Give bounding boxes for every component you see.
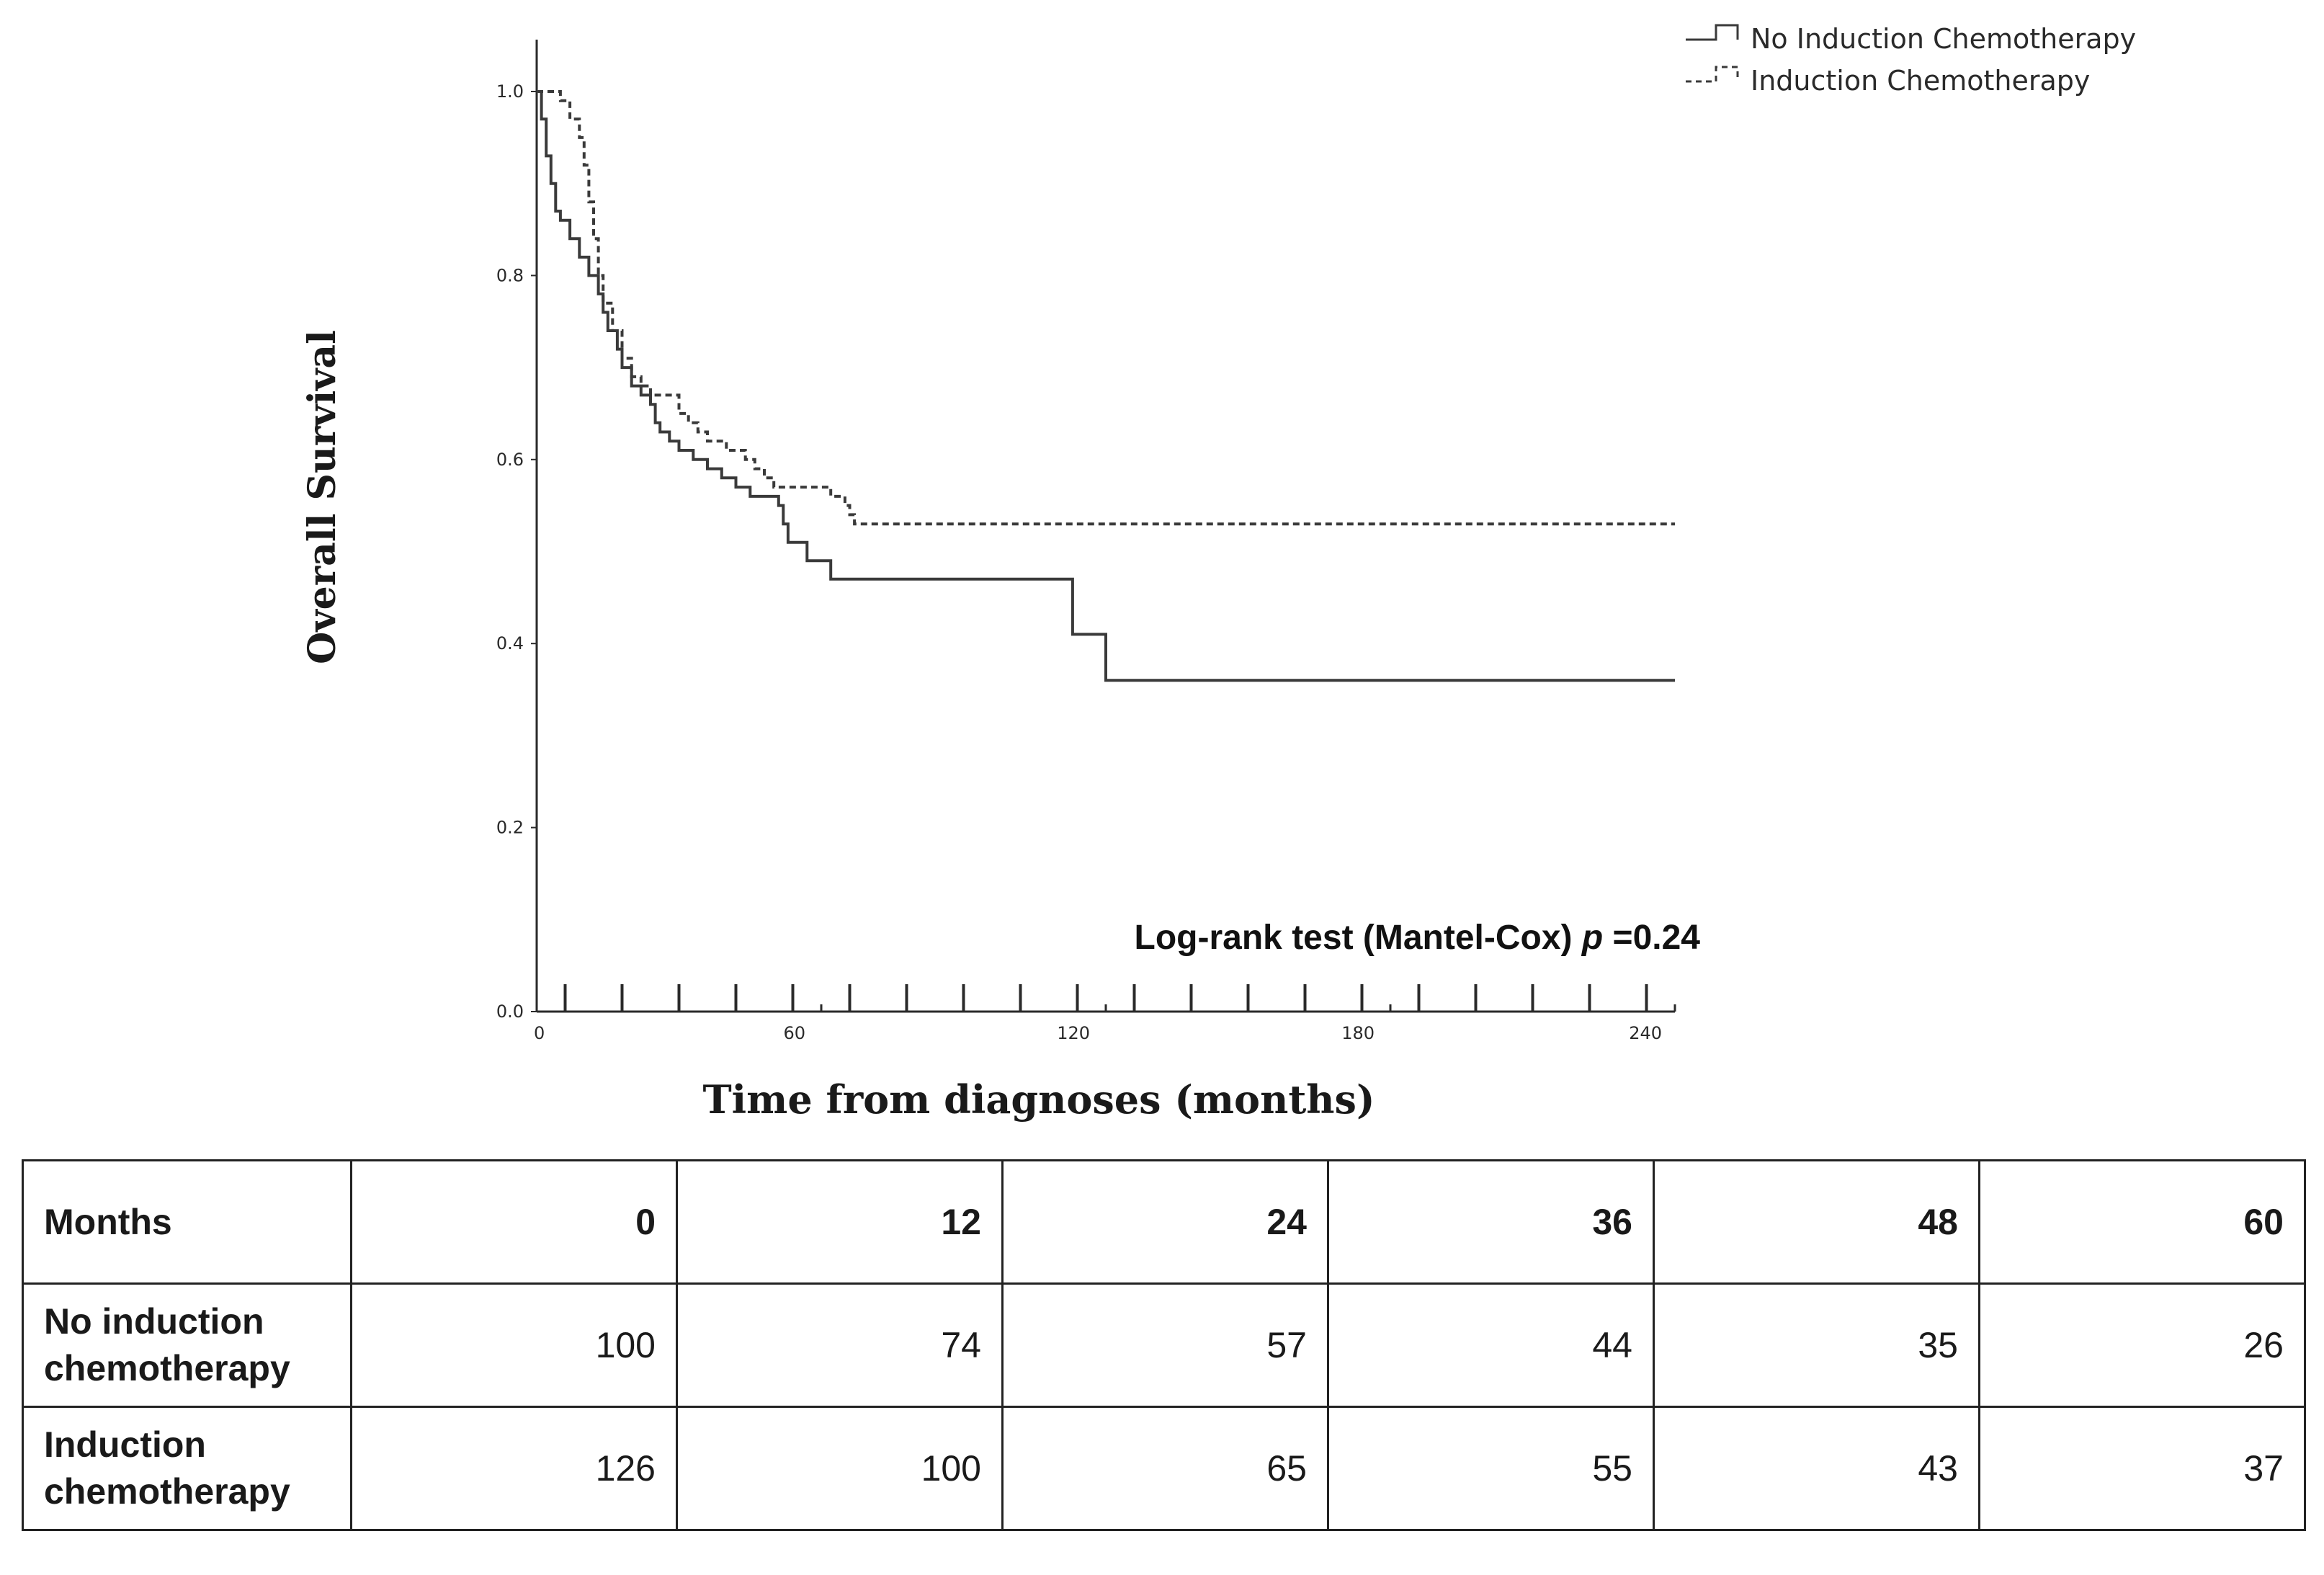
count-cell: 100 xyxy=(350,1282,678,1408)
count-cell: 35 xyxy=(1653,1282,1980,1408)
plot-area xyxy=(537,90,1675,682)
table-header-row: Months 0 12 24 36 48 60 xyxy=(22,1159,2306,1285)
count-cell: 48 xyxy=(1653,1159,1980,1285)
y-tick-label: 0.0 xyxy=(496,1001,524,1022)
x-tick-label: 60 xyxy=(783,1023,805,1043)
count-cell: 0 xyxy=(350,1159,678,1285)
x-tick-label: 240 xyxy=(1629,1023,1662,1043)
x-axis-label: Time from diagnoses (months) xyxy=(702,1076,1375,1123)
x-tick-label: 180 xyxy=(1341,1023,1375,1043)
count-cell: 37 xyxy=(1978,1406,2306,1531)
count-cell: 100 xyxy=(676,1406,1004,1531)
legend-label-induction: Induction Chemotherapy xyxy=(1751,65,2090,97)
count-cell: 43 xyxy=(1653,1406,1980,1531)
count-cell: 57 xyxy=(1001,1282,1329,1408)
y-tick-label: 0.2 xyxy=(496,818,524,838)
count-cell: 26 xyxy=(1978,1282,2306,1408)
count-cell: 74 xyxy=(676,1282,1004,1408)
count-cell: 55 xyxy=(1327,1406,1655,1531)
x-tick-label: 120 xyxy=(1057,1023,1090,1043)
y-tick-label: 1.0 xyxy=(496,81,524,102)
count-cell: 36 xyxy=(1327,1159,1655,1285)
count-cell: 24 xyxy=(1001,1159,1329,1285)
annotation-text: Log-rank test (Mantel-Cox) xyxy=(1135,919,1582,957)
legend-label-no-induction: No Induction Chemotherapy xyxy=(1751,23,2136,55)
y-tick-label: 0.6 xyxy=(496,450,524,470)
row-header-cell: Induction chemotherapy xyxy=(22,1406,352,1531)
y-axis-label: Overall Survival xyxy=(300,330,344,664)
legend-swatch-induction xyxy=(1686,66,1739,83)
y-tick-label: 0.8 xyxy=(496,265,524,285)
series-line-induction xyxy=(537,90,1675,526)
series-line-no-induction xyxy=(537,90,1675,682)
count-cell: 65 xyxy=(1001,1406,1329,1531)
table-row-no-induction: No induction chemotherapy 100 74 57 44 35 26 xyxy=(22,1282,2306,1408)
count-cell: 60 xyxy=(1978,1159,2306,1285)
y-tick-label: 0.4 xyxy=(496,633,524,653)
annotation-p-value: =0.24 xyxy=(1603,919,1700,957)
legend-swatch-no-induction xyxy=(1686,24,1739,41)
row-header-cell: Months xyxy=(22,1159,352,1285)
count-cell: 44 xyxy=(1327,1282,1655,1408)
count-cell: 12 xyxy=(676,1159,1004,1285)
chart-axes: 0.0 0.2 0.4 0.6 0.8 1.0 0 60 120 180 240 xyxy=(496,40,1676,1043)
table-row-induction: Induction chemotherapy 126 100 65 55 43 37 xyxy=(22,1406,2306,1531)
count-cell: 126 xyxy=(350,1406,678,1531)
logrank-annotation: Log-rank test (Mantel-Cox) p =0.24 xyxy=(1135,919,1701,957)
annotation-p-symbol: p xyxy=(1581,919,1603,957)
km-chart: 0.0 0.2 0.4 0.6 0.8 1.0 0 60 120 180 240 Overall S… xyxy=(300,23,2136,1123)
row-header-cell: No induction chemotherapy xyxy=(22,1282,352,1408)
x-tick-label: 0 xyxy=(534,1023,545,1043)
chart-legend: No Induction Chemotherapy Induction Chemo… xyxy=(1686,23,2136,97)
numbers-at-risk-table: Months 0 12 24 36 48 60 No induction chemothera… xyxy=(22,1159,2306,1531)
